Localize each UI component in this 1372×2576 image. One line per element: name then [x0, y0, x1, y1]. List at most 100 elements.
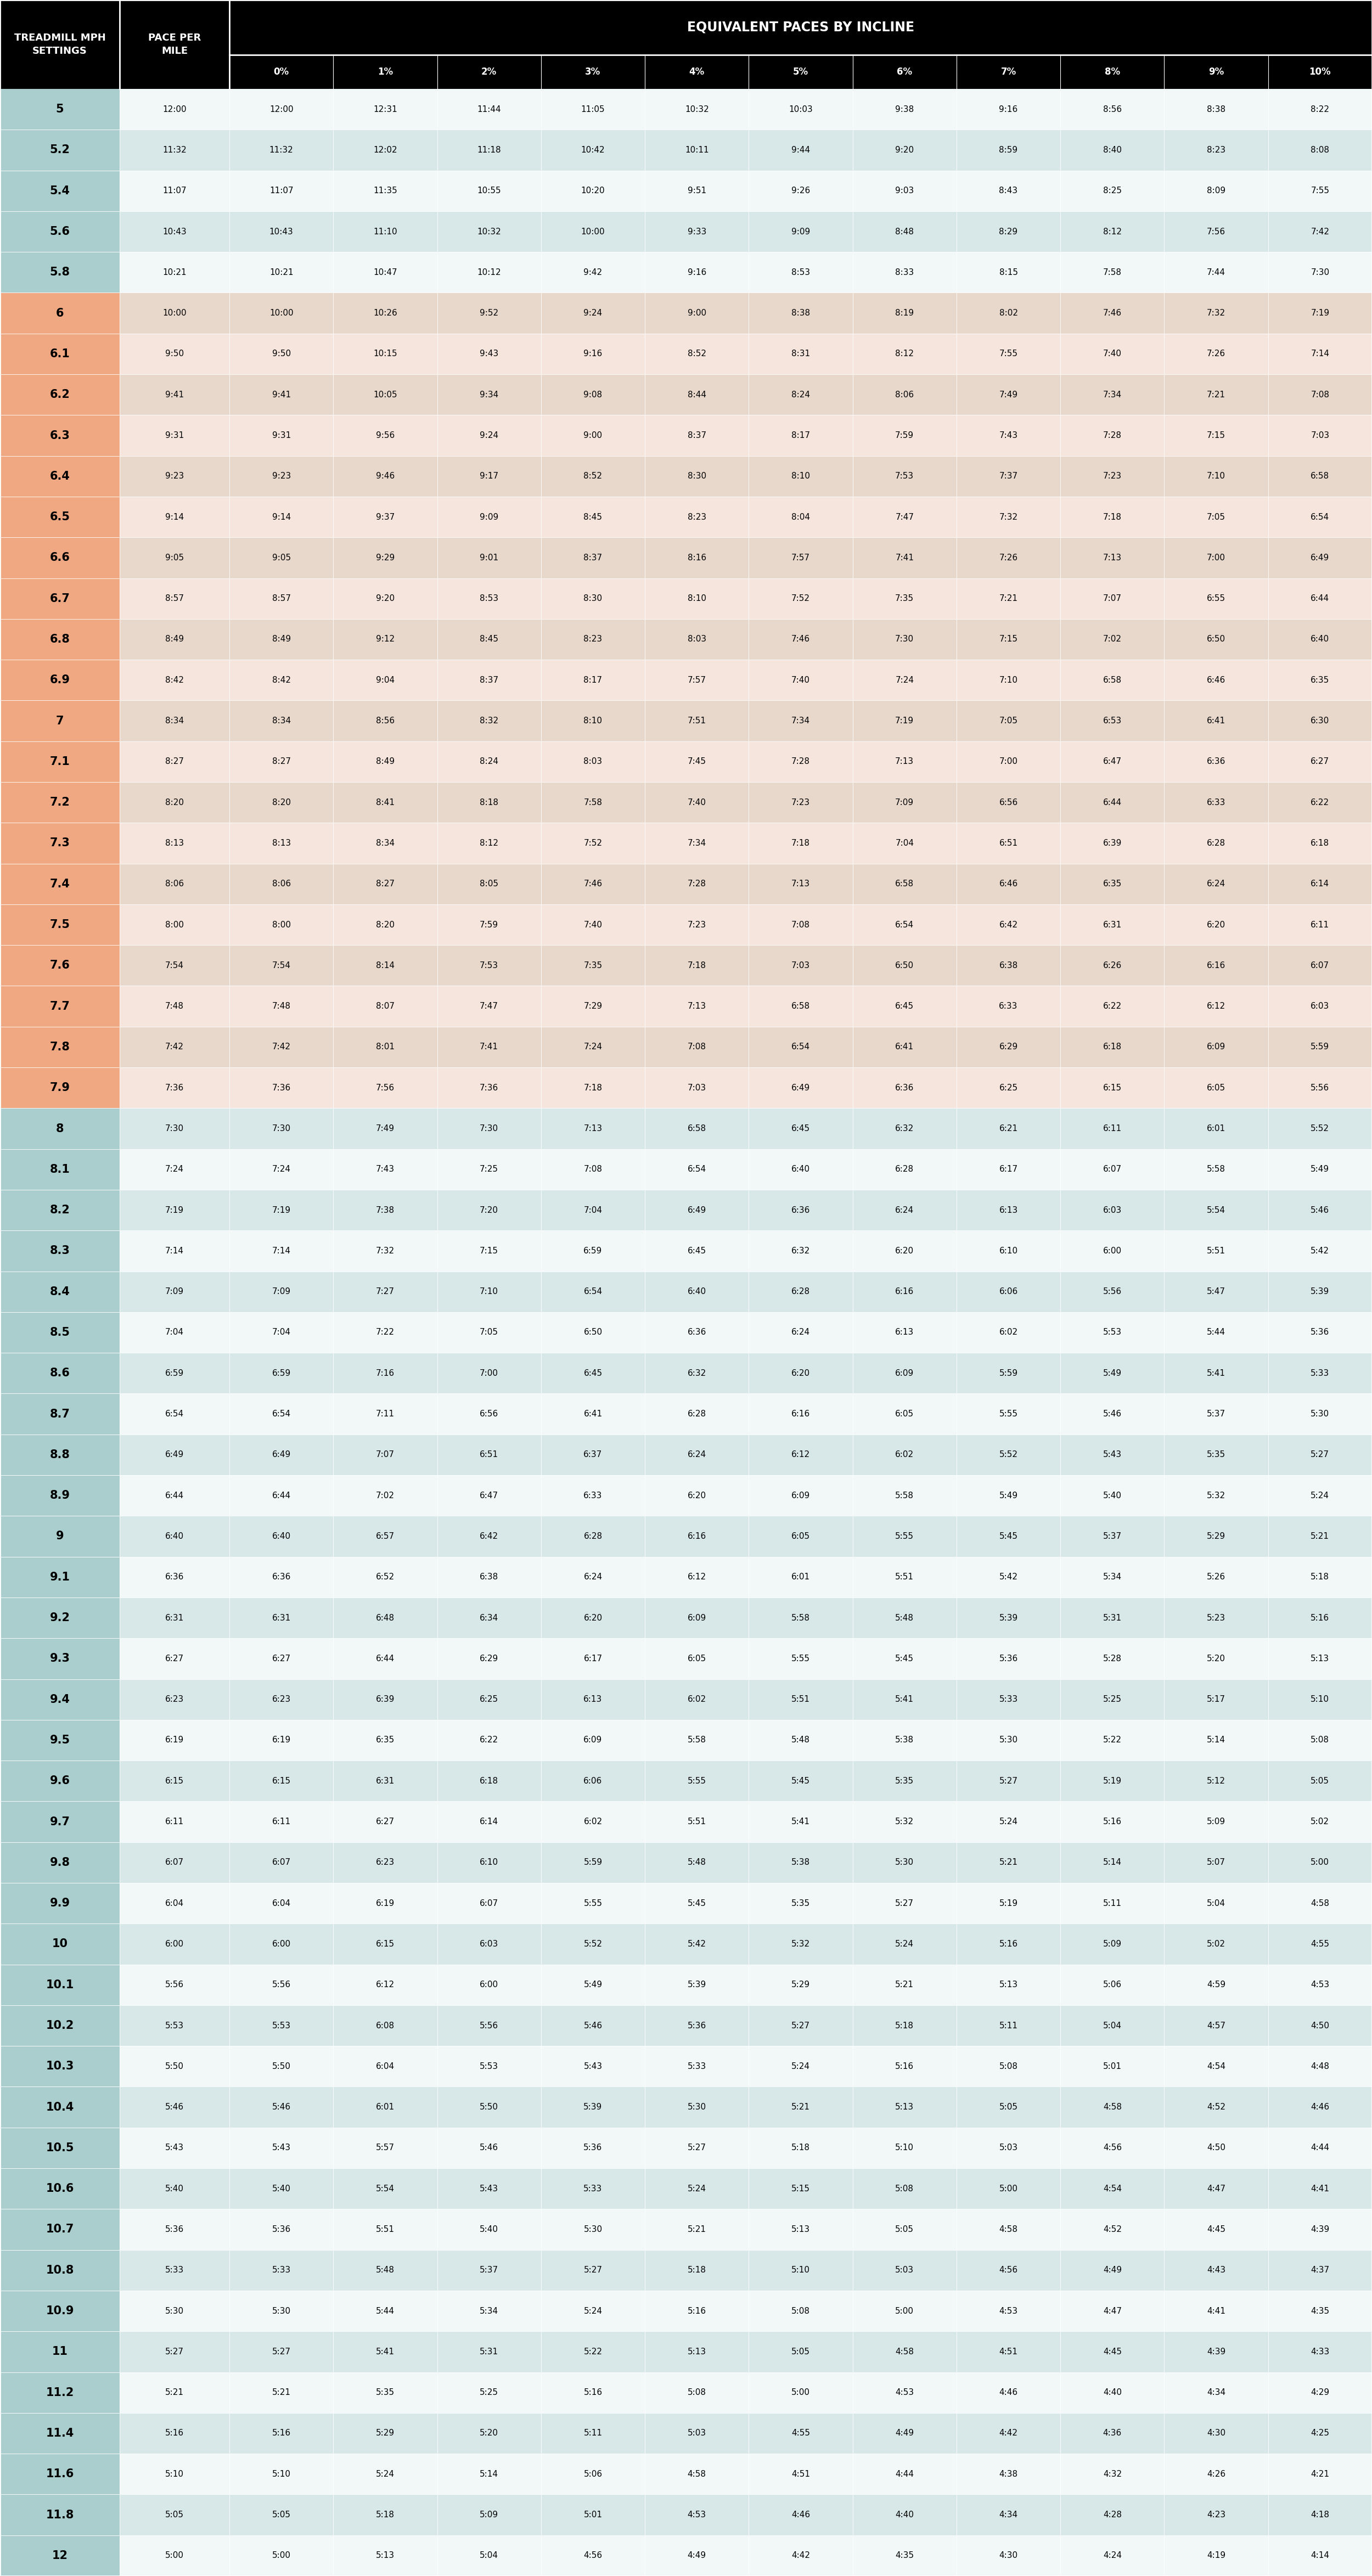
- Bar: [1061, 1721, 1165, 1759]
- Bar: [229, 2004, 333, 2045]
- Text: 9:12: 9:12: [376, 636, 395, 644]
- Bar: [229, 2290, 333, 2331]
- Bar: [852, 2372, 956, 2414]
- Bar: [0, 2128, 119, 2169]
- Bar: [119, 1965, 229, 2004]
- Bar: [0, 0, 1372, 54]
- Bar: [956, 1883, 1061, 1924]
- Bar: [852, 1597, 956, 1638]
- Text: 5:57: 5:57: [376, 2143, 395, 2151]
- Bar: [1061, 1515, 1165, 1556]
- Text: 4:47: 4:47: [1103, 2308, 1122, 2316]
- Text: 6:56: 6:56: [480, 1409, 498, 1419]
- Text: 8:10: 8:10: [792, 471, 809, 479]
- Text: 6:59: 6:59: [165, 1368, 184, 1378]
- Bar: [1268, 1108, 1372, 1149]
- Bar: [956, 90, 1061, 129]
- Text: 6:09: 6:09: [687, 1613, 707, 1623]
- Text: 7:11: 7:11: [376, 1409, 395, 1419]
- Bar: [0, 497, 119, 538]
- Text: 5:06: 5:06: [1103, 1981, 1122, 1989]
- Bar: [749, 2004, 852, 2045]
- Bar: [956, 415, 1061, 456]
- Text: 7:36: 7:36: [480, 1084, 498, 1092]
- Text: 6:28: 6:28: [792, 1288, 809, 1296]
- Text: 7:47: 7:47: [480, 1002, 498, 1010]
- Bar: [119, 1108, 229, 1149]
- Bar: [119, 659, 229, 701]
- Bar: [229, 294, 333, 332]
- Text: 5:21: 5:21: [272, 2388, 291, 2396]
- Bar: [956, 2128, 1061, 2169]
- Text: 6:31: 6:31: [376, 1777, 395, 1785]
- Bar: [956, 1842, 1061, 1883]
- Bar: [852, 415, 956, 456]
- Bar: [1061, 1680, 1165, 1721]
- Text: 5:33: 5:33: [165, 2267, 184, 2275]
- Bar: [645, 1721, 749, 1759]
- Text: 5:33: 5:33: [1310, 1368, 1329, 1378]
- Text: 8:34: 8:34: [376, 840, 395, 848]
- Bar: [1061, 2169, 1165, 2210]
- Text: 7:03: 7:03: [687, 1084, 707, 1092]
- Bar: [749, 2535, 852, 2576]
- Text: 5:49: 5:49: [1103, 1368, 1122, 1378]
- Bar: [645, 1476, 749, 1515]
- Bar: [1165, 497, 1268, 538]
- Text: 6:37: 6:37: [583, 1450, 602, 1458]
- Bar: [1061, 1759, 1165, 1801]
- Text: 8:06: 8:06: [165, 881, 184, 889]
- Bar: [1061, 1394, 1165, 1435]
- Text: 7:26: 7:26: [999, 554, 1018, 562]
- Text: 7:13: 7:13: [1103, 554, 1122, 562]
- Bar: [541, 2128, 645, 2169]
- Text: 9:41: 9:41: [272, 392, 291, 399]
- Bar: [333, 2290, 438, 2331]
- Text: 8:31: 8:31: [792, 350, 809, 358]
- Bar: [333, 1028, 438, 1066]
- Bar: [541, 1556, 645, 1597]
- Text: 5:05: 5:05: [165, 2512, 184, 2519]
- Text: 8.7: 8.7: [49, 1409, 70, 1419]
- Text: 5:16: 5:16: [583, 2388, 602, 2396]
- Bar: [956, 1638, 1061, 1680]
- Bar: [749, 2045, 852, 2087]
- Text: 5:55: 5:55: [792, 1654, 809, 1662]
- Text: 7:59: 7:59: [895, 430, 914, 440]
- Bar: [119, 1556, 229, 1597]
- Text: 7:13: 7:13: [687, 1002, 707, 1010]
- Text: 5:09: 5:09: [1207, 1819, 1225, 1826]
- Bar: [852, 822, 956, 863]
- Text: 5:48: 5:48: [687, 1857, 707, 1868]
- Text: 6:00: 6:00: [165, 1940, 184, 1947]
- Bar: [333, 2331, 438, 2372]
- Bar: [229, 374, 333, 415]
- Text: 6:46: 6:46: [999, 881, 1018, 889]
- Bar: [229, 1435, 333, 1476]
- Text: 5:34: 5:34: [480, 2308, 498, 2316]
- Bar: [438, 1394, 541, 1435]
- Bar: [956, 1394, 1061, 1435]
- Bar: [541, 129, 645, 170]
- Text: 5:21: 5:21: [792, 2102, 809, 2112]
- Text: 6:59: 6:59: [583, 1247, 602, 1255]
- Bar: [0, 1273, 119, 1311]
- Text: 10:00: 10:00: [162, 309, 187, 317]
- Bar: [749, 2087, 852, 2128]
- Bar: [229, 2128, 333, 2169]
- Text: 5:13: 5:13: [376, 2550, 395, 2561]
- Bar: [1061, 1352, 1165, 1394]
- Text: 6:09: 6:09: [583, 1736, 602, 1744]
- Text: 5:31: 5:31: [480, 2347, 498, 2357]
- Text: 8:48: 8:48: [896, 227, 914, 237]
- Bar: [1268, 374, 1372, 415]
- Text: 9:14: 9:14: [272, 513, 291, 520]
- Text: 5:11: 5:11: [1103, 1899, 1122, 1906]
- Bar: [229, 1965, 333, 2004]
- Bar: [1061, 1108, 1165, 1149]
- Text: 7:24: 7:24: [583, 1043, 602, 1051]
- Text: 7:28: 7:28: [792, 757, 809, 765]
- Text: 6.7: 6.7: [49, 592, 70, 603]
- Text: 5:00: 5:00: [165, 2550, 184, 2561]
- Bar: [749, 701, 852, 742]
